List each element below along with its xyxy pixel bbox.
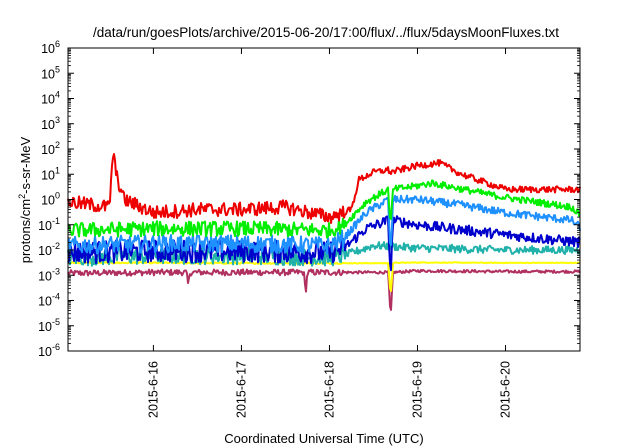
series-line-3 bbox=[67, 215, 581, 272]
y-tick-label-0: 10-6 bbox=[38, 342, 60, 359]
x-axis-label: Coordinated Universal Time (UTC) bbox=[224, 431, 423, 446]
y-tick-label-4: 10-2 bbox=[38, 241, 60, 258]
x-tick-label-0: 2015-6-16 bbox=[146, 361, 160, 418]
x-tick-label-1: 2015-6-17 bbox=[234, 361, 248, 418]
x-axis: 2015-6-16 2015-6-17 2015-6-18 2015-6-19 2015… bbox=[146, 48, 513, 418]
chart-title: /data/run/goesPlots/archive/2015-06-20/1… bbox=[93, 25, 559, 40]
series-line-6 bbox=[67, 153, 581, 224]
y-tick-label-8: 102 bbox=[41, 140, 60, 157]
y-axis-label: protons/cm2-s-sr-MeV bbox=[17, 136, 33, 263]
y-tick-label-1: 10-5 bbox=[38, 317, 60, 334]
y-tick-label-3: 10-3 bbox=[38, 266, 60, 283]
series-line-4 bbox=[67, 194, 581, 255]
x-tick-label-2: 2015-6-18 bbox=[322, 361, 336, 418]
y-tick-label-2: 10-4 bbox=[38, 292, 60, 309]
y-tick-label-12: 106 bbox=[41, 39, 60, 56]
y-tick-label-9: 103 bbox=[41, 115, 60, 132]
plot-frame bbox=[67, 47, 581, 352]
y-tick-label-11: 105 bbox=[41, 64, 60, 81]
series-line-1 bbox=[67, 261, 581, 292]
y-tick-label-7: 101 bbox=[41, 165, 60, 182]
y-tick-label-6: 100 bbox=[41, 191, 60, 208]
x-tick-label-4: 2015-6-20 bbox=[499, 361, 513, 418]
series-layer bbox=[67, 153, 581, 311]
y-axis: 10-6 10-5 10-4 10-3 10-2 10-1 100 101 102 103 104 1… bbox=[38, 39, 580, 359]
y-tick-label-5: 10-1 bbox=[38, 216, 60, 233]
series-line-0 bbox=[67, 268, 581, 311]
y-tick-label-10: 104 bbox=[41, 90, 60, 107]
x-tick-label-3: 2015-6-19 bbox=[411, 361, 425, 418]
series-line-5 bbox=[67, 179, 581, 239]
